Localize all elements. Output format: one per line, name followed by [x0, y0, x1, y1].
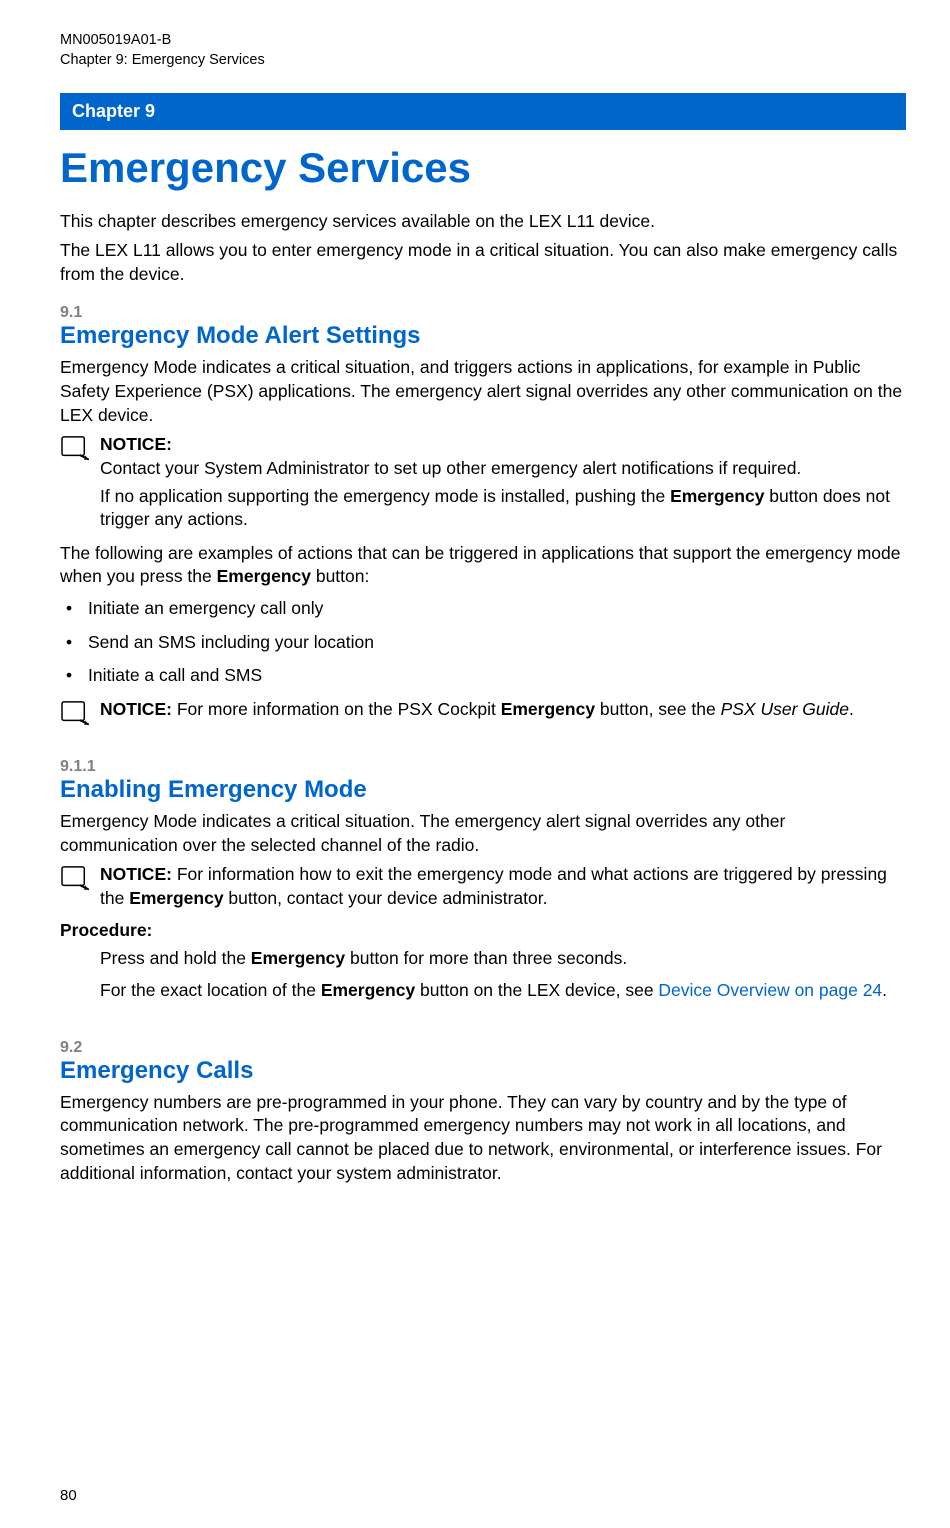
section-title: Emergency Calls: [60, 1057, 906, 1085]
notice-icon: [60, 865, 90, 891]
bullet-list: Initiate an emergency call only Send an …: [60, 597, 906, 688]
notice-block: NOTICE: For information how to exit the …: [60, 863, 906, 910]
notice-text: NOTICE: For more information on the PSX …: [100, 698, 906, 722]
txt: For more information on the PSX Cockpit: [177, 699, 501, 719]
chapter-title: Emergency Services: [60, 144, 906, 192]
notice-icon: [60, 435, 90, 461]
txt-bold: Emergency: [129, 888, 223, 908]
txt: button on the LEX device, see: [415, 980, 658, 1000]
txt: button, contact your device administrato…: [224, 888, 548, 908]
notice-label: NOTICE:: [100, 864, 177, 884]
page-container: MN005019A01-B Chapter 9: Emergency Servi…: [0, 0, 950, 1528]
section-intro: Emergency Mode indicates a critical situ…: [60, 810, 906, 857]
txt-bold: Emergency: [321, 980, 415, 1000]
doc-chapter-ref: Chapter 9: Emergency Services: [60, 50, 906, 70]
txt: .: [849, 699, 854, 719]
notice-block: NOTICE: For more information on the PSX …: [60, 698, 906, 726]
txt: button, see the: [595, 699, 721, 719]
txt: button:: [311, 566, 369, 586]
section-intro: Emergency Mode indicates a critical situ…: [60, 356, 906, 427]
list-item: Send an SMS including your location: [60, 631, 906, 655]
txt: .: [882, 980, 887, 1000]
doc-header: MN005019A01-B Chapter 9: Emergency Servi…: [60, 30, 906, 71]
intro-p2: The LEX L11 allows you to enter emergenc…: [60, 239, 906, 286]
procedure-step: For the exact location of the Emergency …: [100, 979, 906, 1003]
procedure-step: Press and hold the Emergency button for …: [100, 947, 906, 971]
cross-ref-link[interactable]: Device Overview on page 24: [658, 980, 882, 1000]
txt-italic: PSX User Guide: [721, 699, 849, 719]
txt-bold: Emergency: [670, 486, 764, 506]
section-number: 9.2: [60, 1039, 906, 1057]
txt: For the exact location of the: [100, 980, 321, 1000]
section-title: Enabling Emergency Mode: [60, 776, 906, 804]
txt-bold: Emergency: [217, 566, 311, 586]
notice-text: NOTICE: For information how to exit the …: [100, 863, 906, 910]
chapter-bar: Chapter 9: [60, 93, 906, 130]
txt: If no application supporting the emergen…: [100, 486, 670, 506]
section-body: Emergency numbers are pre-programmed in …: [60, 1091, 906, 1186]
notice-label: NOTICE:: [100, 434, 172, 454]
procedure-block: Press and hold the Emergency button for …: [100, 947, 906, 1002]
examples-intro: The following are examples of actions th…: [60, 542, 906, 589]
notice-text: NOTICE: Contact your System Administrato…: [100, 433, 906, 480]
txt: The following are examples of actions th…: [60, 543, 901, 587]
txt-bold: Emergency: [251, 948, 345, 968]
page-number: 80: [60, 1487, 77, 1504]
notice-block: NOTICE: Contact your System Administrato…: [60, 433, 906, 480]
notice-label: NOTICE:: [100, 699, 177, 719]
txt: button for more than three seconds.: [345, 948, 627, 968]
notice-body: Contact your System Administrator to set…: [100, 458, 801, 478]
section-title: Emergency Mode Alert Settings: [60, 322, 906, 350]
intro-p1: This chapter describes emergency service…: [60, 210, 906, 234]
list-item: Initiate an emergency call only: [60, 597, 906, 621]
list-item: Initiate a call and SMS: [60, 664, 906, 688]
doc-code: MN005019A01-B: [60, 30, 906, 50]
procedure-label: Procedure:: [60, 920, 906, 941]
txt: Press and hold the: [100, 948, 251, 968]
notice-follow: If no application supporting the emergen…: [100, 485, 906, 532]
notice-icon: [60, 700, 90, 726]
section-number: 9.1.1: [60, 758, 906, 776]
section-number: 9.1: [60, 304, 906, 322]
txt-bold: Emergency: [501, 699, 595, 719]
